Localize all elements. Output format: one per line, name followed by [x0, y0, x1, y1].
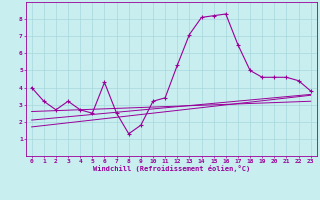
- X-axis label: Windchill (Refroidissement éolien,°C): Windchill (Refroidissement éolien,°C): [92, 165, 250, 172]
